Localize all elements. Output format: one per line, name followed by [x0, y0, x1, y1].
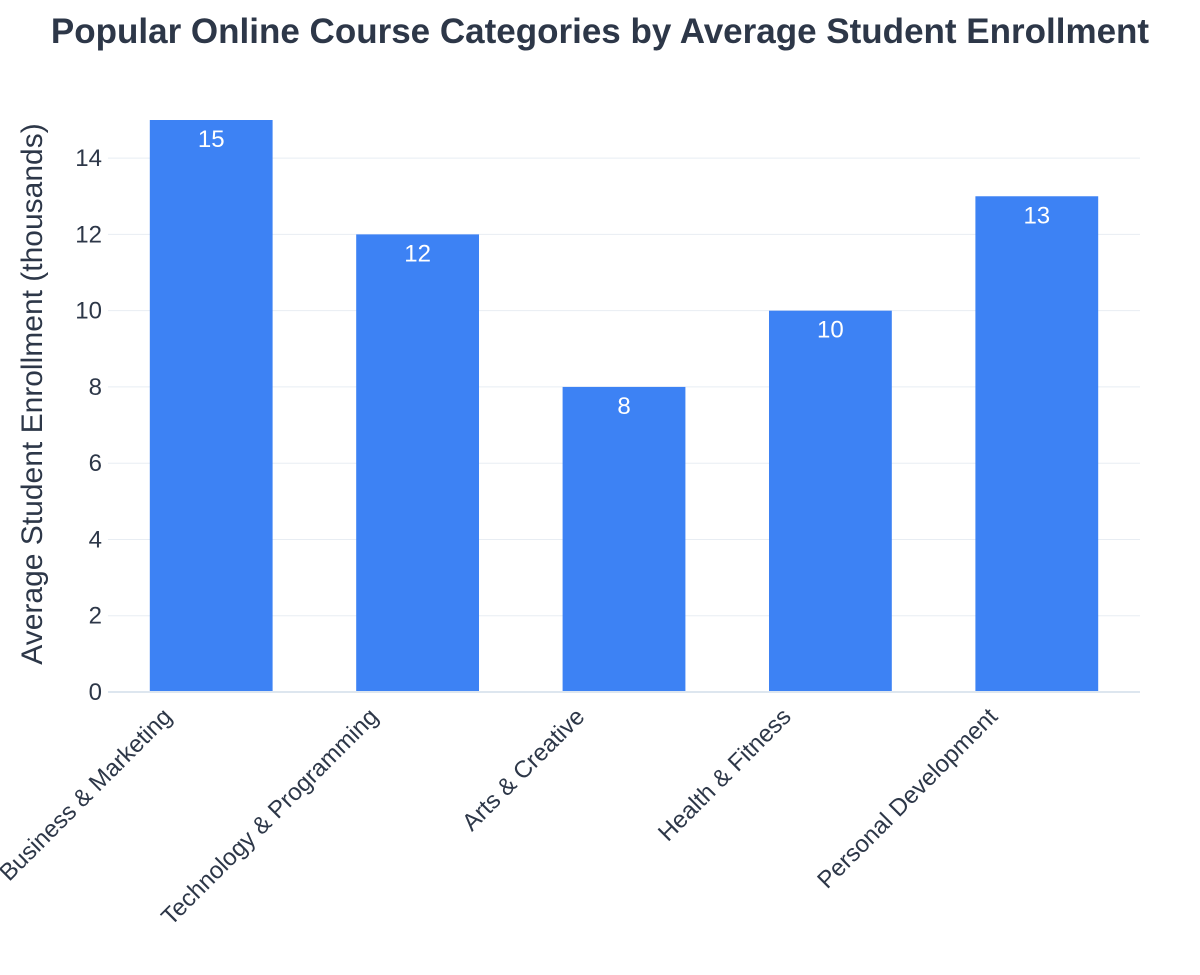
x-tick-label: Technology & Programming	[156, 703, 384, 931]
y-axis-title: Average Student Enrollment (thousands)	[16, 123, 49, 664]
bars: 15 12 8 10 13	[149, 120, 1099, 692]
bar	[768, 310, 892, 692]
y-tick-label: 12	[75, 221, 102, 248]
bar-value-label: 15	[198, 126, 225, 153]
bar	[562, 386, 686, 692]
y-tick-label: 14	[75, 145, 102, 172]
chart-title: Popular Online Course Categories by Aver…	[50, 12, 1150, 51]
x-tick-label: Business & Marketing	[0, 703, 177, 886]
bar-value-label: 13	[1023, 202, 1050, 229]
bar-value-label: 8	[617, 393, 630, 420]
x-tick-label: Arts & Creative	[457, 703, 590, 836]
y-tick-label: 8	[89, 374, 102, 401]
bar	[356, 234, 480, 692]
y-tick-label: 4	[89, 526, 102, 553]
y-tick-label: 2	[89, 603, 102, 630]
bar	[975, 196, 1099, 692]
bar	[149, 120, 273, 692]
y-tick-label: 6	[89, 450, 102, 477]
y-tick-label: 10	[75, 298, 102, 325]
x-tick-label: Personal Development	[812, 703, 1003, 894]
bar-value-label: 12	[404, 240, 431, 267]
y-axis-ticks: 0 2 4 6 8 10 12 14	[75, 145, 102, 706]
bar-value-label: 10	[817, 317, 844, 344]
y-tick-label: 0	[89, 679, 102, 706]
x-tick-label: Health & Fitness	[653, 703, 797, 847]
